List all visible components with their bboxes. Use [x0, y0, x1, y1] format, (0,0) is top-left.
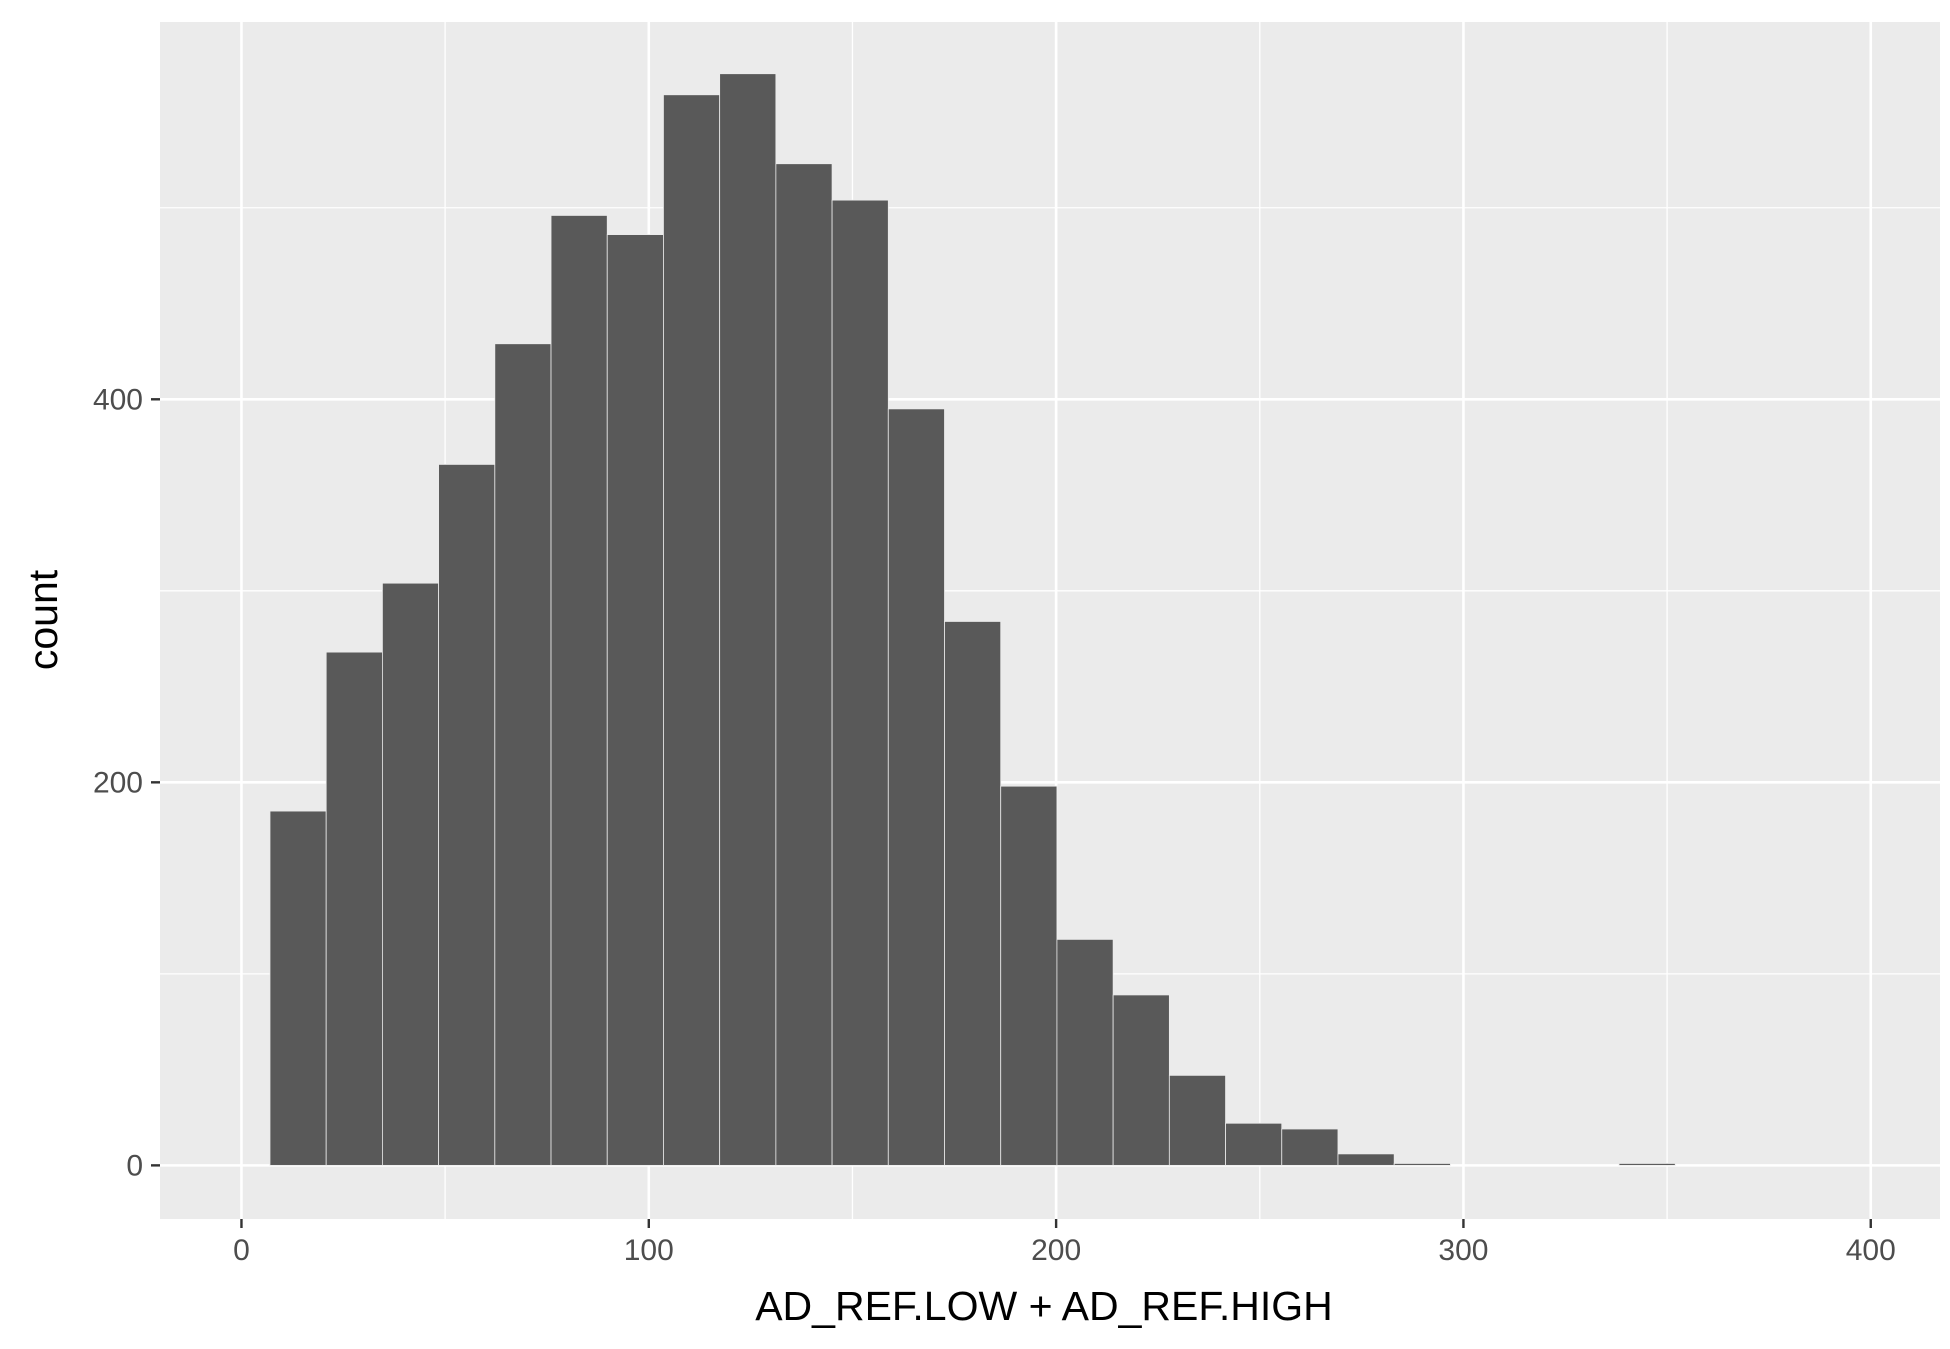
histogram-bar: [1168, 1074, 1226, 1166]
histogram-bar: [1000, 785, 1058, 1166]
x-axis-title: AD_REF.LOW + AD_REF.HIGH: [755, 1283, 1333, 1329]
histogram-bar: [494, 343, 552, 1166]
histogram-bar: [325, 651, 383, 1166]
histogram-bars: [269, 73, 1676, 1166]
histogram-bar: [1393, 1163, 1451, 1166]
y-tick-label: 400: [93, 383, 143, 416]
histogram-bar: [1225, 1122, 1283, 1166]
y-tick-label: 200: [93, 766, 143, 799]
histogram-bar: [775, 163, 833, 1166]
histogram-bar: [831, 199, 889, 1166]
histogram-bar: [887, 408, 945, 1166]
histogram-bar: [438, 464, 496, 1166]
histogram-bar: [1281, 1128, 1339, 1166]
histogram-bar: [663, 94, 721, 1166]
histogram-bar: [719, 73, 777, 1166]
histogram-bar: [550, 215, 608, 1166]
axis-tick-labels: 0 100 200 300 400 0 200 400: [93, 383, 1896, 1267]
x-tick-label: 200: [1031, 1234, 1081, 1267]
histogram-bar: [944, 621, 1002, 1166]
histogram-bar: [606, 234, 664, 1166]
histogram-bar: [1337, 1153, 1395, 1166]
histogram-bar: [269, 810, 327, 1166]
histogram-bar: [1618, 1163, 1676, 1166]
histogram-bar: [1056, 938, 1114, 1166]
axis-ticks: [151, 398, 1872, 1228]
histogram-bar: [1112, 994, 1170, 1166]
x-tick-label: 300: [1438, 1234, 1488, 1267]
y-axis-title: count: [20, 569, 66, 670]
x-tick-label: 400: [1846, 1234, 1896, 1267]
y-tick-label: 0: [126, 1149, 143, 1182]
x-tick-label: 100: [624, 1234, 674, 1267]
histogram-bar: [381, 582, 440, 1166]
x-tick-label: 0: [233, 1234, 250, 1267]
